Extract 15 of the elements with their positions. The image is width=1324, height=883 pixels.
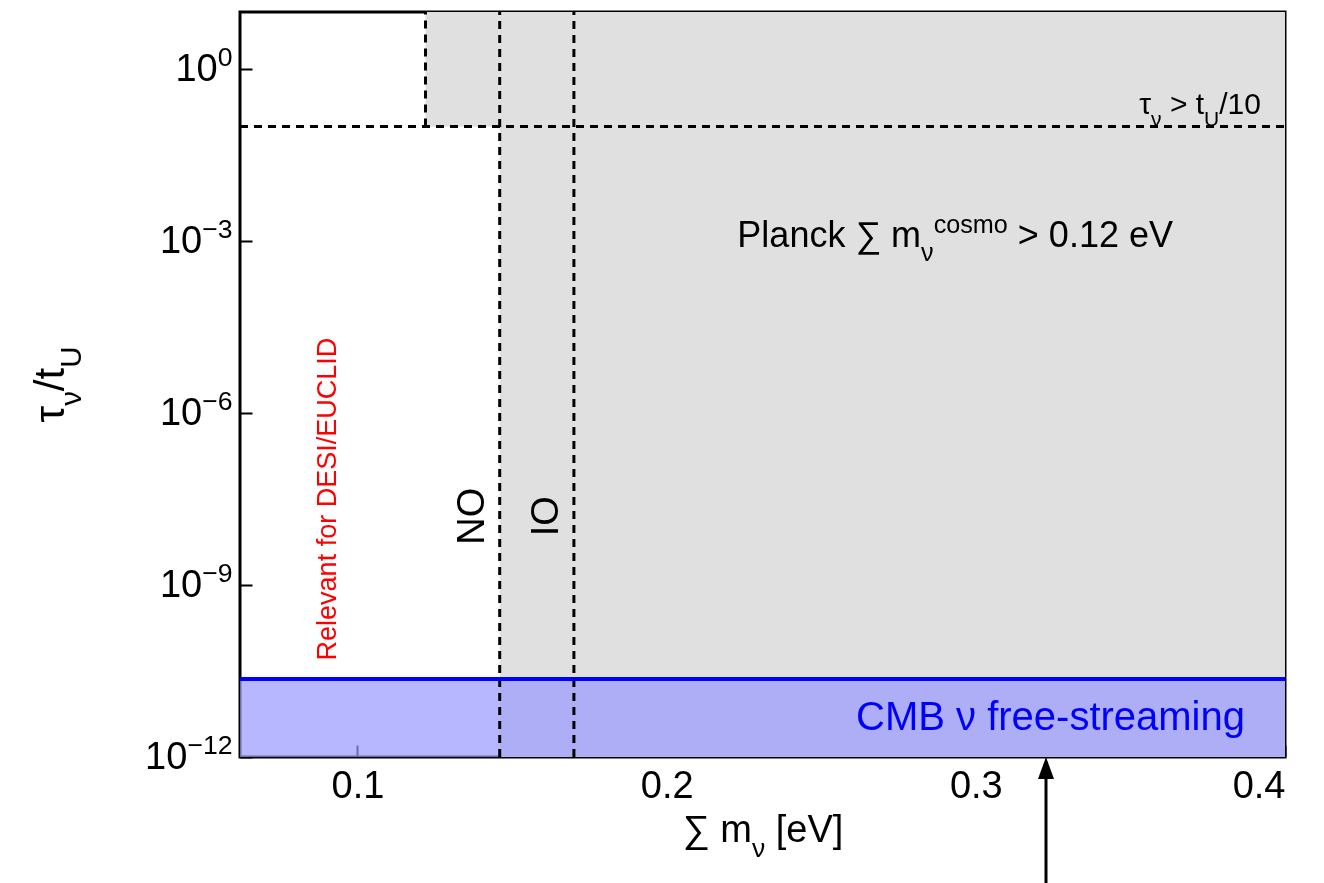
y-tick-label: 10$^{−12}$ <box>145 729 233 777</box>
ref-line-label: NO <box>449 487 492 545</box>
x-tick-label: 0.3 <box>949 763 1003 806</box>
x-tick-label: 0.1 <box>331 763 385 806</box>
band-label: CMB ν free-streaming <box>856 693 1245 738</box>
x-axis-title: ∑ m$_{ν}$ [eV] <box>682 807 844 863</box>
x-tick-label: 0.4 <box>1232 763 1286 806</box>
y-tick-label: 10$^{−6}$ <box>159 385 233 433</box>
ref-line-label: IO <box>523 496 566 537</box>
y-tick-label: 10$^{−9}$ <box>159 557 233 605</box>
y-tick-label: 10$^{0}$ <box>175 41 233 89</box>
y-tick-label: 10$^{−3}$ <box>159 213 233 261</box>
x-tick-label: 0.2 <box>640 763 694 806</box>
annotation: Relevant for DESI/EUCLID <box>312 337 343 661</box>
band-label: Planck ∑ m$_{ν}$$^{cosmo}$ > 0.12 eV <box>737 209 1173 266</box>
